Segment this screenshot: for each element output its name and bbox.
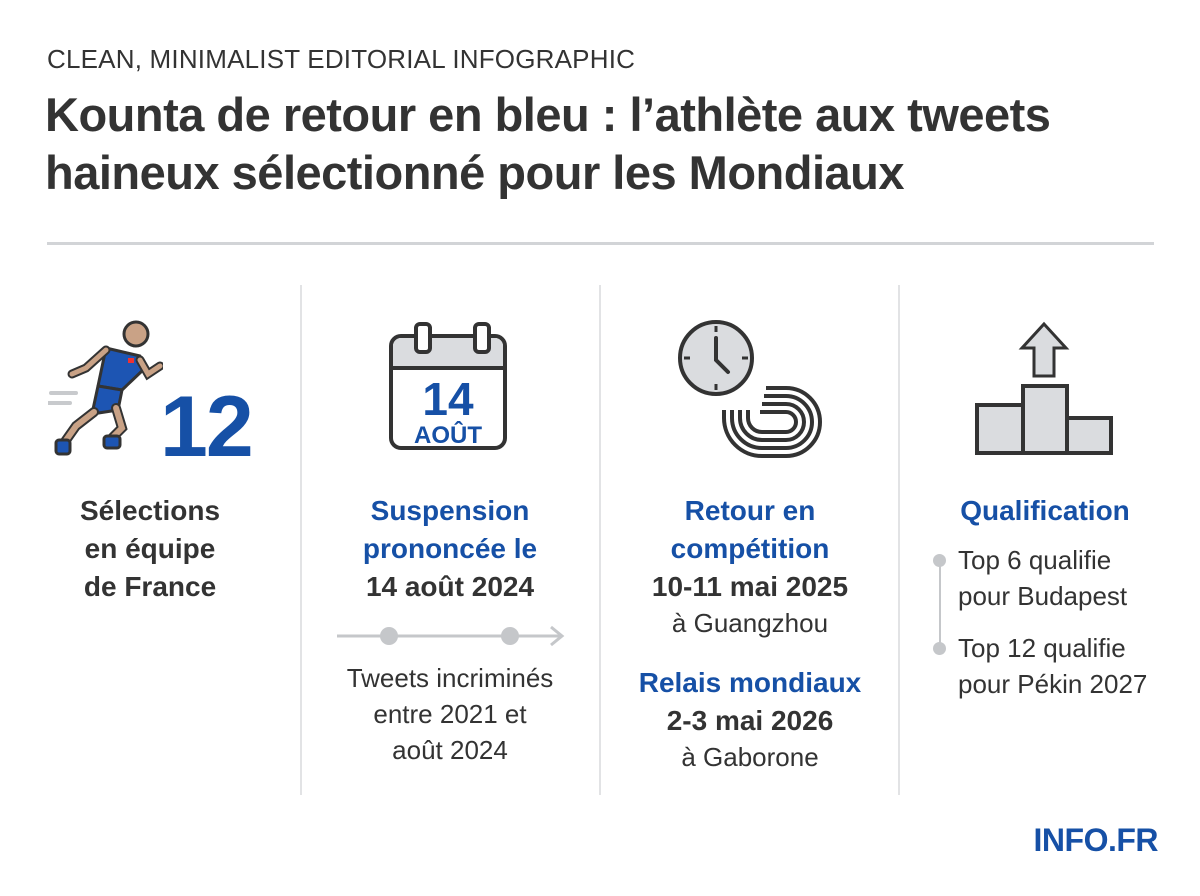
return-heading: compétition: [670, 533, 830, 564]
selections-count: 12: [160, 379, 254, 475]
podium-arrow-icon: [975, 321, 1113, 455]
page-title: Kounta de retour en bleu : l’athlète aux…: [45, 88, 1051, 199]
timeline-arrow-icon: [337, 625, 565, 647]
column-divider: [300, 285, 302, 795]
calendar-day: 14: [422, 373, 474, 425]
relays-date: 2-3 mai 2026: [666, 705, 834, 736]
tweets-note: entre 2021 et: [373, 699, 527, 729]
relays-place: à Gaborone: [681, 742, 819, 772]
tweets-note: Tweets incriminés: [346, 663, 554, 693]
relays-heading: Relais mondiaux: [638, 667, 862, 698]
selections-label: de France: [83, 571, 217, 602]
calendar-month: AOÛT: [414, 422, 482, 449]
suspension-date: 14 août 2024: [365, 571, 535, 602]
tweets-note: août 2024: [392, 735, 508, 765]
kicker: CLEAN, MINIMALIST EDITORIAL INFOGRAPHIC: [47, 44, 636, 74]
column-divider: [599, 285, 601, 795]
return-date: 10-11 mai 2025: [651, 571, 849, 602]
suspension-heading: Suspension: [370, 495, 530, 526]
return-place: à Guangzhou: [671, 608, 829, 638]
selections-label: Sélections: [79, 495, 221, 526]
brand-logo: INFO.FR: [1033, 822, 1159, 858]
column-divider: [898, 285, 900, 795]
header-divider: [47, 242, 1154, 245]
qualification-heading: Qualification: [960, 495, 1130, 526]
runner-icon: [48, 320, 163, 456]
return-heading: Retour en: [684, 495, 816, 526]
suspension-heading: prononcée le: [362, 533, 538, 564]
qualification-item: Top 6 qualifie pour Budapest: [958, 545, 1128, 611]
selections-label: en équipe: [84, 533, 216, 564]
qualification-item: Top 12 qualifie pour Pékin 2027: [958, 633, 1148, 699]
clock-track-icon: [678, 320, 822, 458]
